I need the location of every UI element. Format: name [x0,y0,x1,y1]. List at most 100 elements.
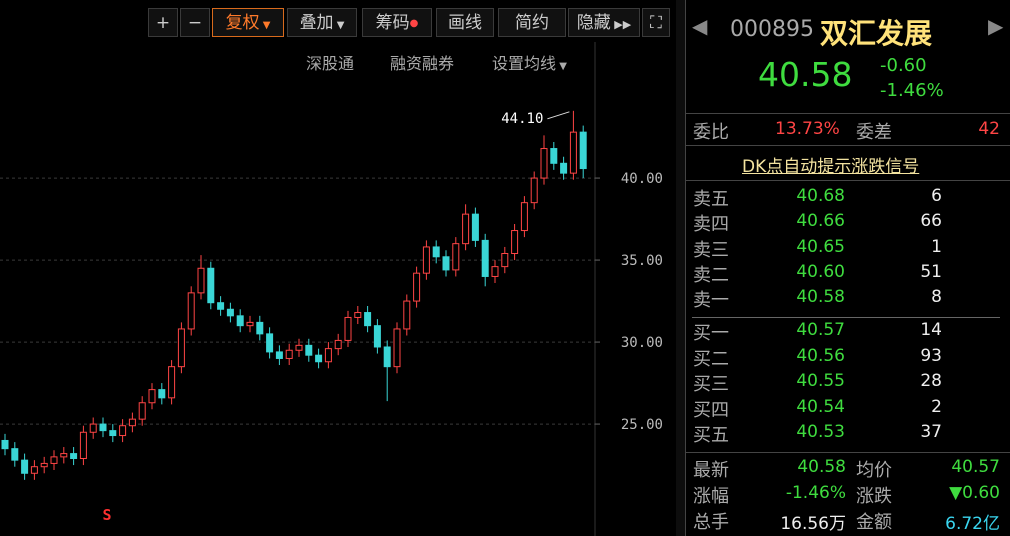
candle-body [226,308,234,317]
candle-body [236,315,244,327]
toolbar-button[interactable]: − [180,8,210,37]
candle-body [432,246,440,258]
candle-body [315,354,323,363]
candle-body [40,462,48,468]
level-volume: 6 [931,186,942,206]
level-price: 40.60 [796,261,845,282]
toolbar-button[interactable]: 画线 [436,8,494,37]
level-label: 买四 [693,399,729,421]
toolbar-button[interactable]: 叠加 ▼ [287,8,357,37]
level-price: 40.57 [796,320,845,340]
max-arrow [547,111,570,120]
fullscreen-icon[interactable]: ⛶ [642,8,670,37]
price: 40.58 [758,55,853,94]
toolbar-button[interactable]: + [148,8,178,37]
toolbar-button[interactable]: 简约 [498,8,566,37]
candle-body [99,423,107,432]
y-tick-label: 40.00 [621,171,663,187]
candle-body [364,312,372,327]
level-price: 40.53 [796,422,845,442]
candle-body [21,459,29,474]
ratio-label: 委比 [693,122,729,143]
candle-body [70,453,78,460]
level-volume: 8 [931,287,942,308]
stat-value: -1.46% [785,483,846,503]
scrollbar[interactable] [676,0,685,536]
candle-body [128,418,136,427]
candle-body [89,423,97,433]
candle-body [452,243,460,271]
candle-body [207,267,215,304]
level-price: 40.54 [796,396,845,417]
candle-body [569,131,577,174]
stock-name: 双汇发展 [820,17,933,50]
stat-label: 涨幅 [693,486,729,507]
separator [692,317,1000,318]
y-tick-label: 30.00 [621,335,663,351]
candle-body [403,300,411,330]
candle-body [501,253,509,268]
level-volume: 51 [920,261,942,282]
stock-code: 000895 [730,17,814,42]
diff: 42 [978,119,1000,139]
candle-body [275,351,283,359]
sub-menu[interactable]: 设置均线 ▼ [492,54,567,73]
level-label: 买二 [693,348,729,370]
candle-body [158,389,166,399]
separator [686,452,1010,453]
candle-body [560,162,568,174]
candle-body [550,148,558,164]
candle-body [266,333,274,353]
candle-body [217,302,225,310]
candle-body [30,466,38,474]
candle-body [187,292,195,330]
prev-arrow[interactable]: ◀ [692,14,708,38]
next-arrow[interactable]: ▶ [988,14,1004,38]
candle-body [148,389,156,404]
candle-body [540,148,548,179]
signal-link[interactable]: DK点自动提示涨跌信号 [742,157,920,177]
candle-body [471,213,479,241]
candle-body [11,448,19,461]
level-volume: 66 [920,211,942,232]
y-tick-label: 35.00 [621,253,663,269]
change: -0.60 [880,55,927,76]
ratio: 13.73% [775,119,840,139]
toolbar-button[interactable]: 复权 ▼ [212,8,284,37]
candle-body [511,230,519,255]
level-volume: 28 [920,371,942,391]
level-volume: 93 [920,345,942,366]
candle-body [354,312,362,318]
candle-body [109,430,117,437]
sub-menu[interactable]: 融资融券 [390,54,455,73]
candle-body [138,402,146,420]
toolbar-button[interactable]: 隐藏 ▶▶ [568,8,640,37]
candle-body [530,177,538,204]
stat-value: 40.57 [951,457,1000,477]
max-label: 44.10 [501,111,543,127]
divider [685,0,686,536]
level-price: 40.66 [796,211,845,232]
candle-body [197,267,205,294]
candle-body [60,453,68,458]
stat-value: 40.58 [797,457,846,477]
candle-body [579,131,587,170]
separator [686,113,1010,114]
candle-body [393,328,401,368]
level-label: 买五 [693,425,729,446]
candle-body [295,344,303,351]
candle-body [305,344,313,356]
level-price: 40.65 [796,236,845,257]
candle-body [246,321,254,327]
toolbar-button[interactable]: 筹码● [362,8,432,37]
stat-label: 均价 [856,460,892,481]
candle-body [334,339,342,350]
stat-label: 涨跌 [856,486,892,507]
level-volume: 37 [920,422,942,442]
candle-body [491,266,499,277]
sub-menu[interactable]: 深股通 [306,54,355,73]
candle-body [1,439,9,450]
diff-label: 委差 [856,122,892,143]
level-price: 40.58 [796,287,845,308]
